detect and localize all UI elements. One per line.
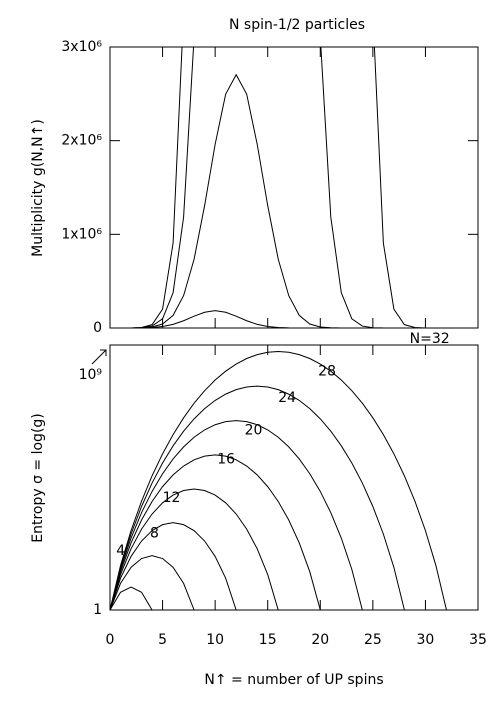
x-tick-label: 35 <box>469 632 487 648</box>
x-axis-label: N↑ = number of UP spins <box>204 672 383 688</box>
series-label: 8 <box>150 525 159 541</box>
y-tick-label: 1x10⁶ <box>61 226 102 242</box>
plot-frame <box>109 46 479 329</box>
curve <box>110 555 195 610</box>
x-tick-label: 0 <box>106 632 115 648</box>
series-label: 24 <box>278 390 296 406</box>
curve <box>110 47 405 328</box>
plot-area <box>110 351 447 610</box>
arrow <box>91 349 107 365</box>
curve <box>110 586 153 610</box>
x-tick-label: 30 <box>417 632 435 648</box>
x-tick-label: 15 <box>259 632 277 648</box>
y-tick-label: 1 <box>93 602 102 618</box>
x-tick-label: 5 <box>158 632 167 648</box>
series-label: 16 <box>217 452 235 468</box>
curve <box>110 522 237 610</box>
y-tick-label: 0 <box>93 320 102 336</box>
y-tick-label: 10⁹ <box>79 367 103 383</box>
series-label: 4 <box>116 543 125 559</box>
curve <box>110 385 405 610</box>
x-tick-label: 20 <box>311 632 329 648</box>
curve <box>110 454 321 610</box>
curve <box>110 420 363 610</box>
y-tick-label: 3x10⁶ <box>61 39 102 55</box>
x-tick-label: 10 <box>206 632 224 648</box>
x-tick-label: 25 <box>364 632 382 648</box>
series-label: 20 <box>245 422 263 438</box>
series-label: 28 <box>318 363 336 379</box>
plot-frame <box>109 344 479 611</box>
y-axis-label: Entropy σ = log(g) <box>30 413 46 543</box>
chart-title: N spin-1/2 particles <box>229 17 365 33</box>
curve <box>110 47 447 328</box>
y-axis-label: Multiplicity g(N,N↑) <box>30 119 46 257</box>
series-label: 12 <box>163 490 181 506</box>
y-tick-label: 2x10⁶ <box>61 133 102 149</box>
series-label: N=32 <box>410 331 450 347</box>
curve <box>110 488 279 610</box>
plot-area <box>110 47 447 328</box>
curve <box>110 351 447 610</box>
